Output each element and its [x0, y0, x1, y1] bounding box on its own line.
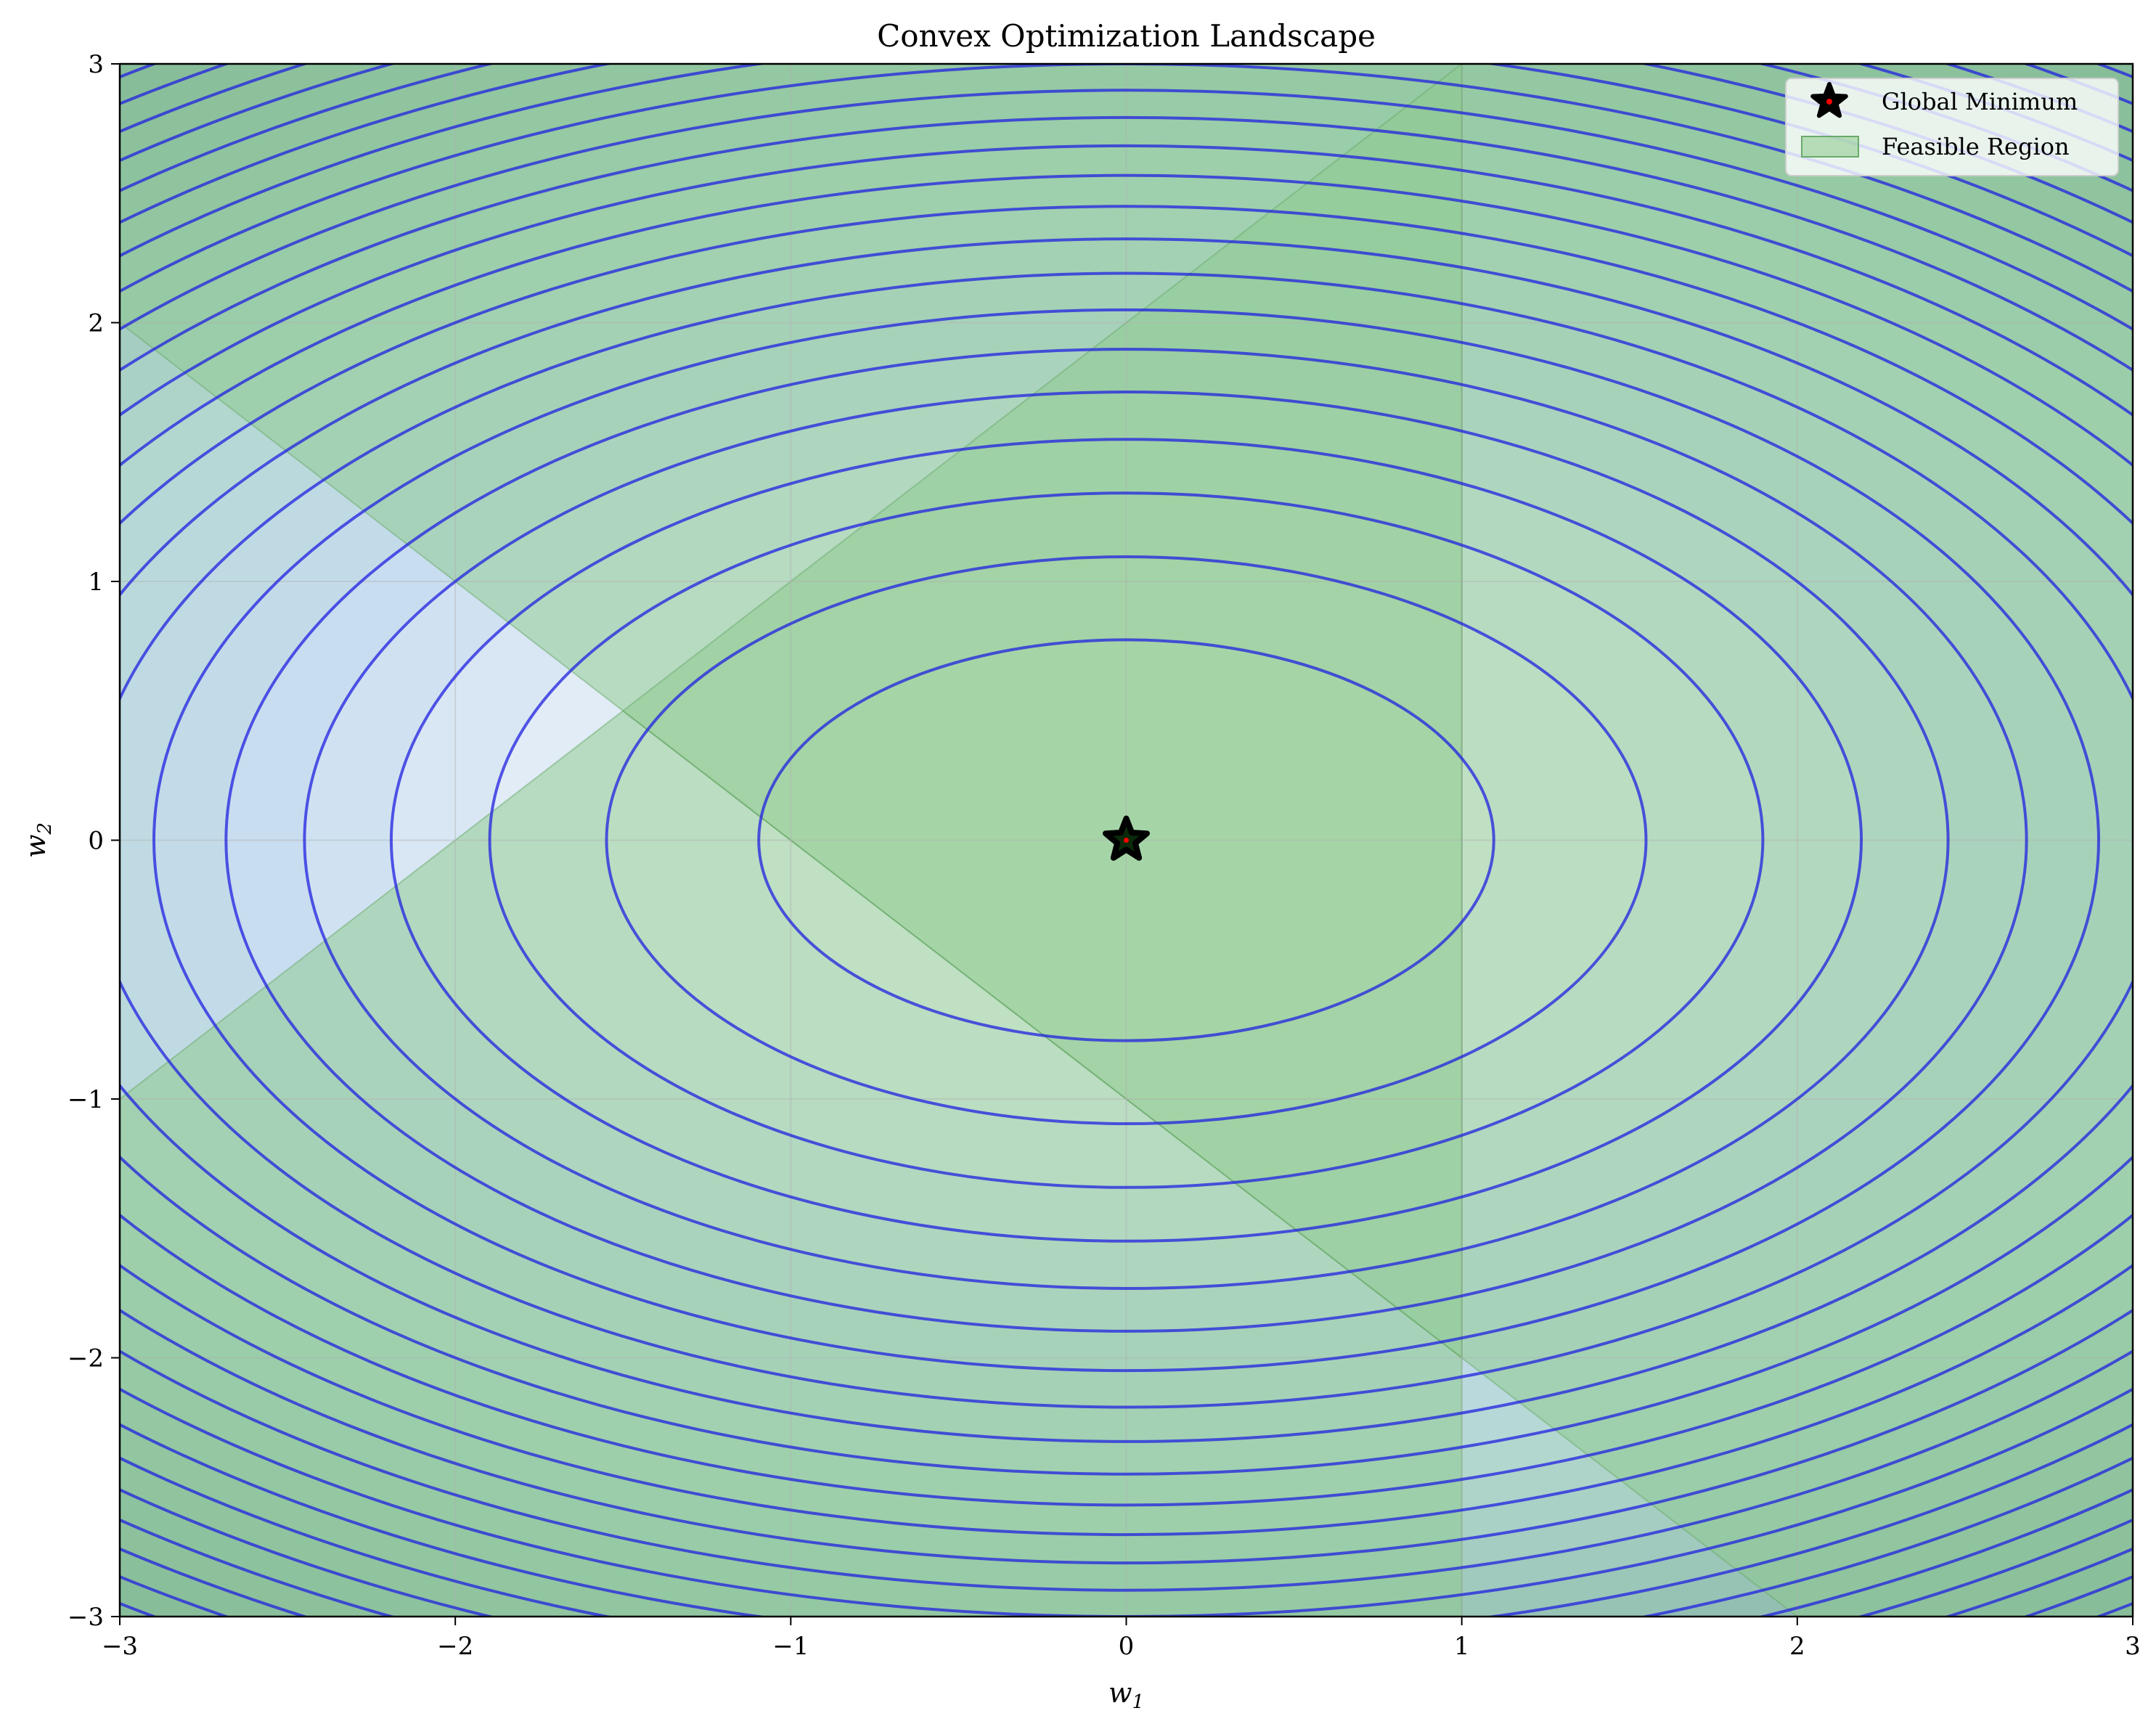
x-axis-label: w1	[1108, 1677, 1144, 1713]
contour-line	[605, 555, 1648, 1126]
contour-line	[120, 116, 2133, 1564]
legend-star-center	[1826, 99, 1832, 105]
y-axis-label: w2	[20, 822, 56, 858]
contour-line	[120, 89, 2133, 1592]
contour-line	[389, 438, 1863, 1243]
x-tick-label: 2	[1789, 1632, 1805, 1661]
y-tick-label: 2	[88, 309, 104, 338]
y-tick-label: 0	[88, 827, 104, 856]
markers	[1103, 815, 1150, 861]
y-tick-label: −3	[68, 1603, 104, 1632]
x-tick-label: −1	[772, 1632, 809, 1661]
x-tick-label: −3	[102, 1632, 138, 1661]
contour-line	[152, 308, 2100, 1373]
x-tick-label: 0	[1119, 1632, 1135, 1661]
legend-entry-label: Feasible Region	[1882, 133, 2070, 160]
legend-box	[1785, 78, 2119, 176]
contour-line	[757, 638, 1495, 1042]
contour-line	[120, 144, 2133, 1536]
y-tick-label: −2	[68, 1344, 104, 1373]
contour-line	[120, 173, 2133, 1507]
legend-patch-icon	[1801, 136, 1859, 158]
y-tick-label: 3	[88, 50, 104, 79]
y-tick-label: 1	[88, 568, 104, 597]
legend: Global Minimum Feasible Region	[1785, 78, 2119, 176]
feasible-region	[120, 64, 2133, 1617]
contour-line	[120, 205, 2133, 1476]
x-tick-label: 1	[1454, 1632, 1470, 1661]
contour-line	[303, 391, 1950, 1290]
legend-entry-label: Global Minimum	[1882, 88, 2078, 115]
x-tick-label: −2	[437, 1632, 473, 1661]
chart-title: Convex Optimization Landscape	[877, 18, 1376, 54]
feasible-region-band-lower	[120, 709, 1463, 1617]
x-axis-ticks: −3 −2 −1 0 1 2 3	[102, 1617, 2141, 1661]
contour-line	[224, 348, 2028, 1333]
y-axis-ticks: −3 −2 −1 0 1 2 3	[68, 50, 120, 1632]
contour-line	[120, 237, 2133, 1443]
y-tick-label: −1	[68, 1085, 104, 1114]
contour-line	[120, 271, 2133, 1409]
x-tick-label: 3	[2125, 1632, 2141, 1661]
global-minimum-center	[1124, 838, 1129, 843]
contour-line	[488, 491, 1765, 1189]
